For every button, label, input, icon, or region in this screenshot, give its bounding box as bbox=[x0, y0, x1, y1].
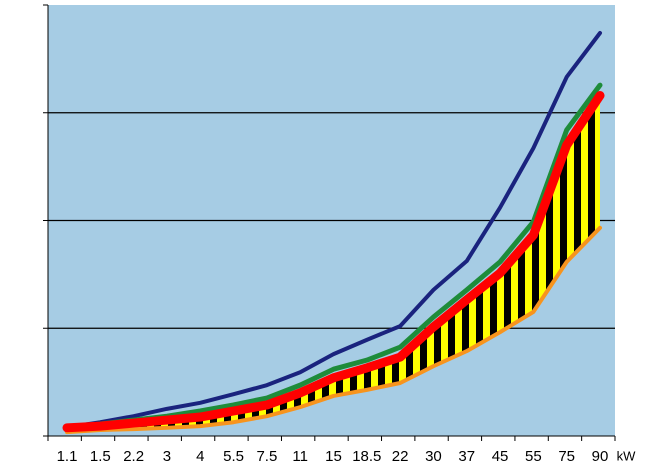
x-tick-label: 5.5 bbox=[223, 448, 244, 463]
x-tick-label: 75 bbox=[558, 448, 575, 463]
x-tick-label: 45 bbox=[492, 448, 509, 463]
line-series bbox=[62, 91, 605, 433]
x-tick-label: 2.2 bbox=[123, 448, 144, 463]
x-tick-label: 11 bbox=[292, 448, 308, 463]
line-series bbox=[65, 31, 602, 430]
line-series bbox=[65, 225, 602, 435]
x-tick-label: 55 bbox=[525, 448, 542, 463]
x-tick-label: 15 bbox=[325, 448, 342, 463]
x-tick-label: 1.1 bbox=[57, 448, 78, 463]
x-tick-label: 90 bbox=[592, 448, 609, 463]
x-tick-label: 7.5 bbox=[256, 448, 277, 463]
x-tick-label: 30 bbox=[425, 448, 442, 463]
x-tick-label: 37 bbox=[458, 448, 475, 463]
x-tick-label: 22 bbox=[392, 448, 409, 463]
hatched-band bbox=[67, 95, 600, 433]
x-tick-label: 3 bbox=[163, 448, 171, 463]
x-tick-label: 1.5 bbox=[90, 448, 111, 463]
x-tick-label: 18.5 bbox=[352, 448, 381, 463]
x-axis-unit: kW bbox=[617, 448, 637, 463]
x-tick-label: 4 bbox=[196, 448, 204, 463]
